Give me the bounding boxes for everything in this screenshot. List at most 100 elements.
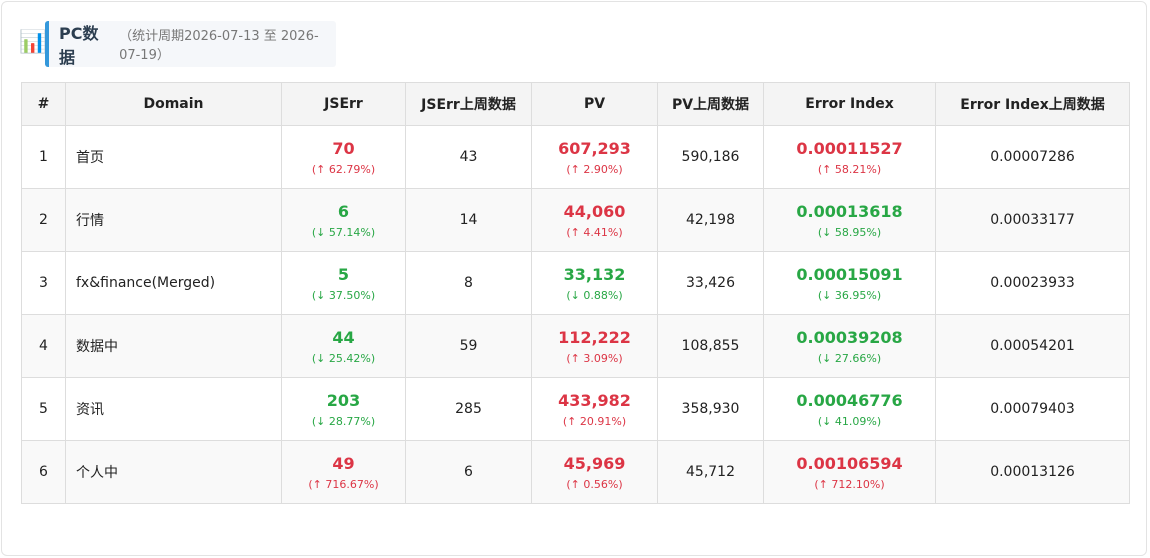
cell: 6 <box>405 440 532 504</box>
metric-value: 49 <box>332 453 355 473</box>
metric-cell: 70 (↑ 62.79%) <box>281 125 406 189</box>
table-row: 6 个人中 49 (↑ 716.67%) 6 45,969 (↑ 0.56%) 45,712 0… <box>21 440 1130 504</box>
metric-change: (↑ 2.90%) <box>566 162 623 176</box>
column-header: Error Index <box>763 82 936 126</box>
metric-change: (↓ 0.88%) <box>566 288 623 302</box>
header-box: PC数据 （统计周期2026-07-13 至 2026-07-19） <box>45 21 336 67</box>
metric-cell: 33,132 (↓ 0.88%) <box>531 251 658 315</box>
metric-cell: 0.00013618 (↓ 58.95%) <box>763 188 936 252</box>
cell: 5 <box>21 377 66 441</box>
domain-cell: 首页 <box>65 125 282 189</box>
metric-cell: 6 (↓ 57.14%) <box>281 188 406 252</box>
cell: 43 <box>405 125 532 189</box>
table-row: 4 数据中 44 (↓ 25.42%) 59 112,222 (↑ 3.09%) 108,85… <box>21 314 1130 378</box>
metric-cell: 44 (↓ 25.42%) <box>281 314 406 378</box>
cell: 3 <box>21 251 66 315</box>
metric-value: 607,293 <box>558 138 631 158</box>
header-icon: 📊 <box>19 30 47 55</box>
domain-cell: 个人中 <box>65 440 282 504</box>
metric-value: 0.00015091 <box>796 264 903 284</box>
cell: 285 <box>405 377 532 441</box>
metric-change: (↓ 57.14%) <box>311 225 376 239</box>
metric-change: (↓ 36.95%) <box>817 288 882 302</box>
column-header: PV上周数据 <box>657 82 764 126</box>
metric-value: 0.00011527 <box>796 138 903 158</box>
metric-cell: 0.00011527 (↑ 58.21%) <box>763 125 936 189</box>
metric-change: (↓ 25.42%) <box>311 351 376 365</box>
table-row: 3 fx&finance(Merged) 5 (↓ 37.50%) 8 33,132 (↓ … <box>21 251 1130 315</box>
metric-value: 44 <box>332 327 355 347</box>
metric-value: 0.00046776 <box>796 390 903 410</box>
metric-cell: 0.00039208 (↓ 27.66%) <box>763 314 936 378</box>
cell: 590,186 <box>657 125 764 189</box>
cell: 1 <box>21 125 66 189</box>
metric-value: 44,060 <box>563 201 626 221</box>
cell: 42,198 <box>657 188 764 252</box>
metric-value: 33,132 <box>563 264 626 284</box>
metric-change: (↓ 58.95%) <box>817 225 882 239</box>
metric-value: 45,969 <box>563 453 626 473</box>
metric-value: 6 <box>337 201 350 221</box>
data-table: # Domain JSErr JSErr上周数据 PV PV上周数据 Error Index… <box>21 82 1130 504</box>
metric-value: 70 <box>332 138 355 158</box>
metric-change: (↓ 27.66%) <box>817 351 882 365</box>
cell: 8 <box>405 251 532 315</box>
metric-change: (↓ 37.50%) <box>311 288 376 302</box>
metric-change: (↑ 0.56%) <box>566 477 623 491</box>
metric-change: (↑ 20.91%) <box>562 414 627 428</box>
metric-cell: 49 (↑ 716.67%) <box>281 440 406 504</box>
header-title: PC数据 <box>59 24 99 67</box>
column-header: PV <box>531 82 658 126</box>
metric-cell: 433,982 (↑ 20.91%) <box>531 377 658 441</box>
cell: 0.00023933 <box>935 251 1130 315</box>
domain-cell: fx&finance(Merged) <box>65 251 282 315</box>
metric-cell: 0.00046776 (↓ 41.09%) <box>763 377 936 441</box>
metric-value: 203 <box>326 390 361 410</box>
metric-cell: 45,969 (↑ 0.56%) <box>531 440 658 504</box>
metric-cell: 5 (↓ 37.50%) <box>281 251 406 315</box>
metric-value: 0.00106594 <box>796 453 903 473</box>
metric-change: (↑ 4.41%) <box>566 225 623 239</box>
cell: 0.00079403 <box>935 377 1130 441</box>
cell: 4 <box>21 314 66 378</box>
cell: 2 <box>21 188 66 252</box>
metric-change: (↑ 3.09%) <box>566 351 623 365</box>
metric-cell: 0.00015091 (↓ 36.95%) <box>763 251 936 315</box>
metric-value: 112,222 <box>558 327 631 347</box>
metric-value: 0.00013618 <box>796 201 903 221</box>
column-header: Domain <box>65 82 282 126</box>
table-row: 2 行情 6 (↓ 57.14%) 14 44,060 (↑ 4.41%) 42,198 0.0… <box>21 188 1130 252</box>
metric-value: 433,982 <box>558 390 631 410</box>
cell: 14 <box>405 188 532 252</box>
metric-change: (↑ 712.10%) <box>814 477 885 491</box>
cell: 358,930 <box>657 377 764 441</box>
column-header: JSErr上周数据 <box>405 82 532 126</box>
column-header: JSErr <box>281 82 406 126</box>
cell: 0.00054201 <box>935 314 1130 378</box>
cell: 108,855 <box>657 314 764 378</box>
table-row: 5 资讯 203 (↓ 28.77%) 285 433,982 (↑ 20.91%) 358,… <box>21 377 1130 441</box>
cell: 33,426 <box>657 251 764 315</box>
cell: 45,712 <box>657 440 764 504</box>
domain-cell: 数据中 <box>65 314 282 378</box>
metric-value: 0.00039208 <box>796 327 903 347</box>
header-row: # Domain JSErr JSErr上周数据 PV PV上周数据 Error Index… <box>21 82 1130 126</box>
metric-cell: 44,060 (↑ 4.41%) <box>531 188 658 252</box>
metric-cell: 203 (↓ 28.77%) <box>281 377 406 441</box>
cell: 6 <box>21 440 66 504</box>
column-header: Error Index上周数据 <box>935 82 1130 126</box>
metric-change: (↑ 62.79%) <box>311 162 376 176</box>
metric-change: (↓ 28.77%) <box>311 414 376 428</box>
metric-cell: 0.00106594 (↑ 712.10%) <box>763 440 936 504</box>
metric-change: (↑ 716.67%) <box>308 477 379 491</box>
header-subtitle: （统计周期2026-07-13 至 2026-07-19） <box>119 29 319 63</box>
cell: 59 <box>405 314 532 378</box>
metric-cell: 607,293 (↑ 2.90%) <box>531 125 658 189</box>
metric-change: (↓ 41.09%) <box>817 414 882 428</box>
domain-cell: 行情 <box>65 188 282 252</box>
metric-change: (↑ 58.21%) <box>817 162 882 176</box>
cell: 0.00013126 <box>935 440 1130 504</box>
metric-value: 5 <box>337 264 350 284</box>
